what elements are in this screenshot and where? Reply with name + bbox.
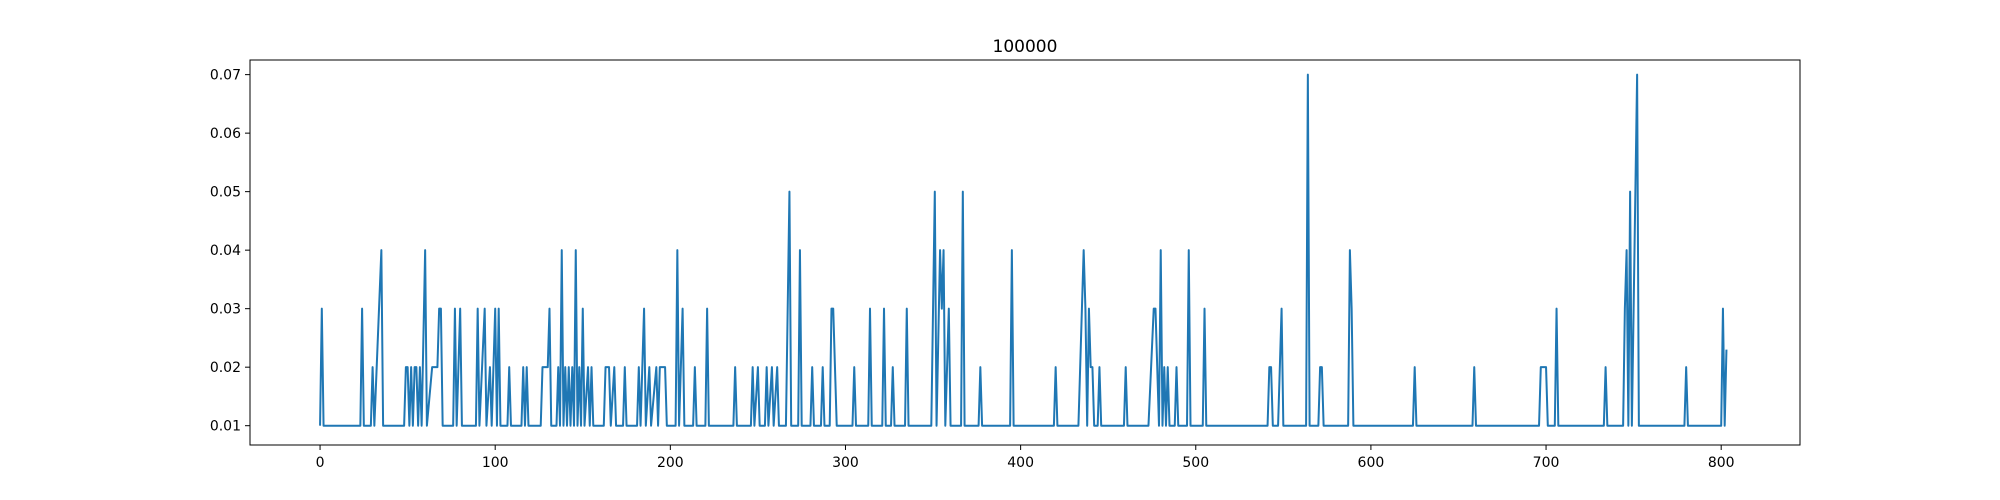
y-tick-label: 0.03 <box>210 302 241 318</box>
y-tick-label: 0.07 <box>210 68 241 84</box>
x-tick-label: 600 <box>1358 455 1385 471</box>
x-tick-label: 0 <box>316 455 325 471</box>
chart-title: 100000 <box>993 37 1058 57</box>
x-tick-label: 100 <box>482 455 509 471</box>
x-tick-label: 800 <box>1708 455 1735 471</box>
x-tick-label: 300 <box>832 455 859 471</box>
y-axis-ticks: 0.01 0.02 0.03 0.04 0.05 0.06 0.07 <box>210 68 250 435</box>
series-line-100000 <box>319 73 1728 427</box>
x-tick-label: 700 <box>1533 455 1560 471</box>
x-tick-label: 400 <box>1007 455 1034 471</box>
x-tick-label: 200 <box>657 455 684 471</box>
y-tick-label: 0.05 <box>210 185 241 201</box>
y-tick-label: 0.04 <box>210 243 241 259</box>
plot-area-frame <box>249 59 1801 446</box>
x-tick-label: 500 <box>1182 455 1209 471</box>
y-tick-label: 0.01 <box>210 419 241 435</box>
y-tick-label: 0.06 <box>210 126 241 142</box>
x-axis-ticks: 0 100 200 300 400 500 600 700 800 <box>316 445 1735 471</box>
y-tick-label: 0.02 <box>210 360 241 376</box>
series-layer <box>319 73 1728 427</box>
